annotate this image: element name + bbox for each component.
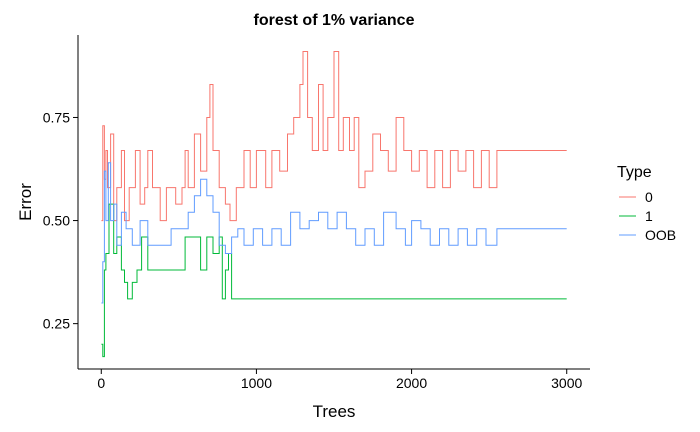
legend-label-0: 0 xyxy=(645,189,653,205)
series-line-1 xyxy=(101,203,567,358)
legend-items: 0 1 OOB xyxy=(619,189,676,243)
legend: Type 0 1 OOB xyxy=(617,164,676,243)
legend-label-oob: OOB xyxy=(645,227,676,243)
y-tick-label: 0.25 xyxy=(43,316,70,332)
plot-area xyxy=(101,51,567,358)
x-tick-label: 2000 xyxy=(396,375,427,391)
series-line-0 xyxy=(101,51,567,222)
y-axis-label: Error xyxy=(16,183,35,221)
y-ticks: 0.25 0.50 0.75 xyxy=(43,109,78,332)
legend-title: Type xyxy=(617,164,652,181)
x-tick-label: 0 xyxy=(97,375,105,391)
x-tick-label: 1000 xyxy=(241,375,272,391)
y-tick-label: 0.50 xyxy=(43,213,70,229)
x-axis-label: Trees xyxy=(313,402,356,421)
legend-label-1: 1 xyxy=(645,208,653,224)
chart-title: forest of 1% variance xyxy=(254,12,415,29)
x-tick-label: 3000 xyxy=(551,375,582,391)
x-ticks: 0 1000 2000 3000 xyxy=(97,369,583,391)
y-tick-label: 0.75 xyxy=(43,109,70,125)
series-line-oob xyxy=(101,162,567,304)
